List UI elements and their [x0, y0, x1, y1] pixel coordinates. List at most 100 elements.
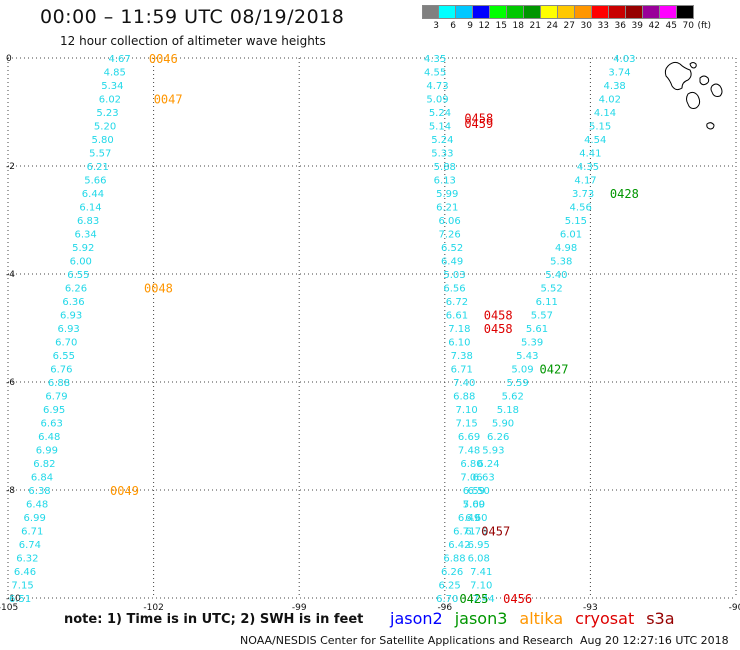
chart-title: 00:00 – 11:59 UTC 08/19/2018 [40, 6, 345, 28]
color-scale-label: 21 [529, 21, 541, 31]
color-scale-label: 42 [648, 21, 660, 31]
color-scale-swatch [677, 5, 694, 19]
wave-height-point: 5.80 [92, 135, 114, 146]
pass-time-label: 0046 [149, 52, 178, 66]
wave-height-point: 5.61 [526, 324, 548, 335]
wave-height-point: 6.95 [43, 405, 65, 416]
color-scale-label: 33 [597, 21, 609, 31]
wave-height-point: 6.25 [439, 581, 461, 592]
wave-height-point: 6.44 [82, 189, 104, 200]
wave-height-point: 6.71 [451, 365, 473, 376]
footnote: note: 1) Time is in UTC; 2) SWH is in fe… [64, 612, 364, 627]
y-tick-label: -6 [6, 378, 15, 388]
wave-height-point: 6.01 [560, 230, 582, 241]
wave-height-point: 5.90 [492, 419, 514, 430]
wave-height-point: 6.02 [99, 95, 121, 106]
color-scale-label: 39 [631, 21, 643, 31]
wave-height-point: 6.21 [87, 162, 109, 173]
wave-height-point: 5.62 [502, 392, 524, 403]
wave-height-point: 5.33 [431, 149, 453, 160]
wave-height-point: 3.74 [608, 68, 630, 79]
wave-height-point: 4.98 [555, 243, 577, 254]
wave-height-point: 6.48 [38, 432, 60, 443]
wave-height-point: 6.88 [48, 378, 70, 389]
color-scale-label: 3 [433, 21, 439, 31]
x-tick-label: -90 [729, 603, 740, 613]
y-tick-label: 0 [6, 54, 12, 64]
color-scale-swatch [626, 5, 643, 19]
pass-time-label: 0048 [144, 282, 173, 296]
wave-height-point: 6.63 [472, 473, 494, 484]
wave-height-point: 4.35 [424, 54, 446, 65]
color-scale-swatch [439, 5, 456, 19]
wave-height-point: 6.46 [14, 567, 36, 578]
y-tick-label: -10 [6, 594, 21, 604]
wave-height-point: 5.59 [506, 378, 528, 389]
wave-height-point: 6.71 [21, 527, 43, 538]
wave-height-point: 6.63 [41, 419, 63, 430]
wave-height-point: 7.48 [458, 446, 480, 457]
legend-entry-altika: altika [519, 609, 564, 628]
wave-height-point: 5.38 [550, 257, 572, 268]
color-scale-label: 70 [682, 21, 694, 31]
x-tick-label: -96 [437, 603, 452, 613]
wave-height-point: 6.24 [477, 459, 499, 470]
wave-height-point: 6.49 [458, 513, 480, 524]
color-scale-label: 12 [478, 21, 490, 31]
wave-height-point: 7.15 [456, 419, 478, 430]
wave-height-point: 7.26 [439, 230, 461, 241]
wave-height-point: 6.99 [36, 446, 58, 457]
legend-entry-cryosat: cryosat [575, 609, 635, 628]
wave-height-point: 5.03 [443, 270, 465, 281]
color-scale-label: 45 [665, 21, 677, 31]
wave-height-point: 6.34 [75, 230, 97, 241]
generation-timestamp: Aug 20 12:27:16 UTC 2018 [580, 634, 729, 647]
wave-height-point: 4.17 [574, 176, 596, 187]
wave-height-point: 5.92 [72, 243, 94, 254]
wave-height-point: 7.06 [460, 473, 482, 484]
wave-height-point: 6.93 [58, 324, 80, 335]
color-scale-label: 9 [467, 21, 473, 31]
pass-time-label: 0047 [154, 93, 183, 107]
wave-height-point: 3.73 [572, 189, 594, 200]
wave-height-point: 4.38 [604, 81, 626, 92]
color-scale-swatch [541, 5, 558, 19]
wave-height-point: 6.55 [67, 270, 89, 281]
color-scale-swatch [422, 5, 439, 19]
legend-entry-jason3: jason3 [454, 609, 508, 628]
color-scale-label: 6 [450, 21, 456, 31]
color-scale-swatch [456, 5, 473, 19]
wave-height-point: 6.76 [465, 527, 487, 538]
pass-time-labels: 0046004700480049045804590458045804280427… [110, 52, 639, 606]
wave-height-point: 6.49 [441, 257, 463, 268]
pass-time-label: 0456 [503, 592, 532, 606]
wave-height-point: 5.20 [94, 122, 116, 133]
wave-height-point: 4.14 [594, 108, 616, 119]
grid-lines [7, 57, 737, 599]
wave-height-point: 5.52 [540, 284, 562, 295]
wave-height-point: 6.72 [446, 297, 468, 308]
wave-height-point: 6.36 [62, 297, 84, 308]
wave-height-point: 6.84 [31, 473, 53, 484]
wave-height-point: 6.56 [443, 284, 465, 295]
wave-height-point: 5.24 [429, 108, 451, 119]
color-scale-label: 24 [546, 21, 558, 31]
wave-height-point: 7.15 [11, 581, 33, 592]
y-tick-label: -8 [6, 486, 15, 496]
pass-time-label: 0458 [464, 111, 493, 125]
pass-time-label: 0425 [459, 592, 488, 606]
wave-height-point: 4.73 [426, 81, 448, 92]
wave-height-point: 6.82 [33, 459, 55, 470]
wave-height-point: 6.50 [468, 486, 490, 497]
color-scale-label: 15 [495, 21, 507, 31]
wave-height-point: 5.09 [426, 95, 448, 106]
wave-height-point: 6.08 [468, 554, 490, 565]
y-tick-label: -4 [6, 270, 15, 280]
wave-height-point: 6.71 [453, 527, 475, 538]
wave-height-point: 6.14 [79, 203, 101, 214]
wave-height-point: 6.95 [468, 540, 490, 551]
credit-line: NOAA/NESDIS Center for Satellite Applica… [240, 634, 574, 647]
wave-height-point: 6.52 [441, 243, 463, 254]
color-scale-label: (ft) [697, 21, 711, 31]
x-tick-label: -105 [0, 603, 18, 613]
